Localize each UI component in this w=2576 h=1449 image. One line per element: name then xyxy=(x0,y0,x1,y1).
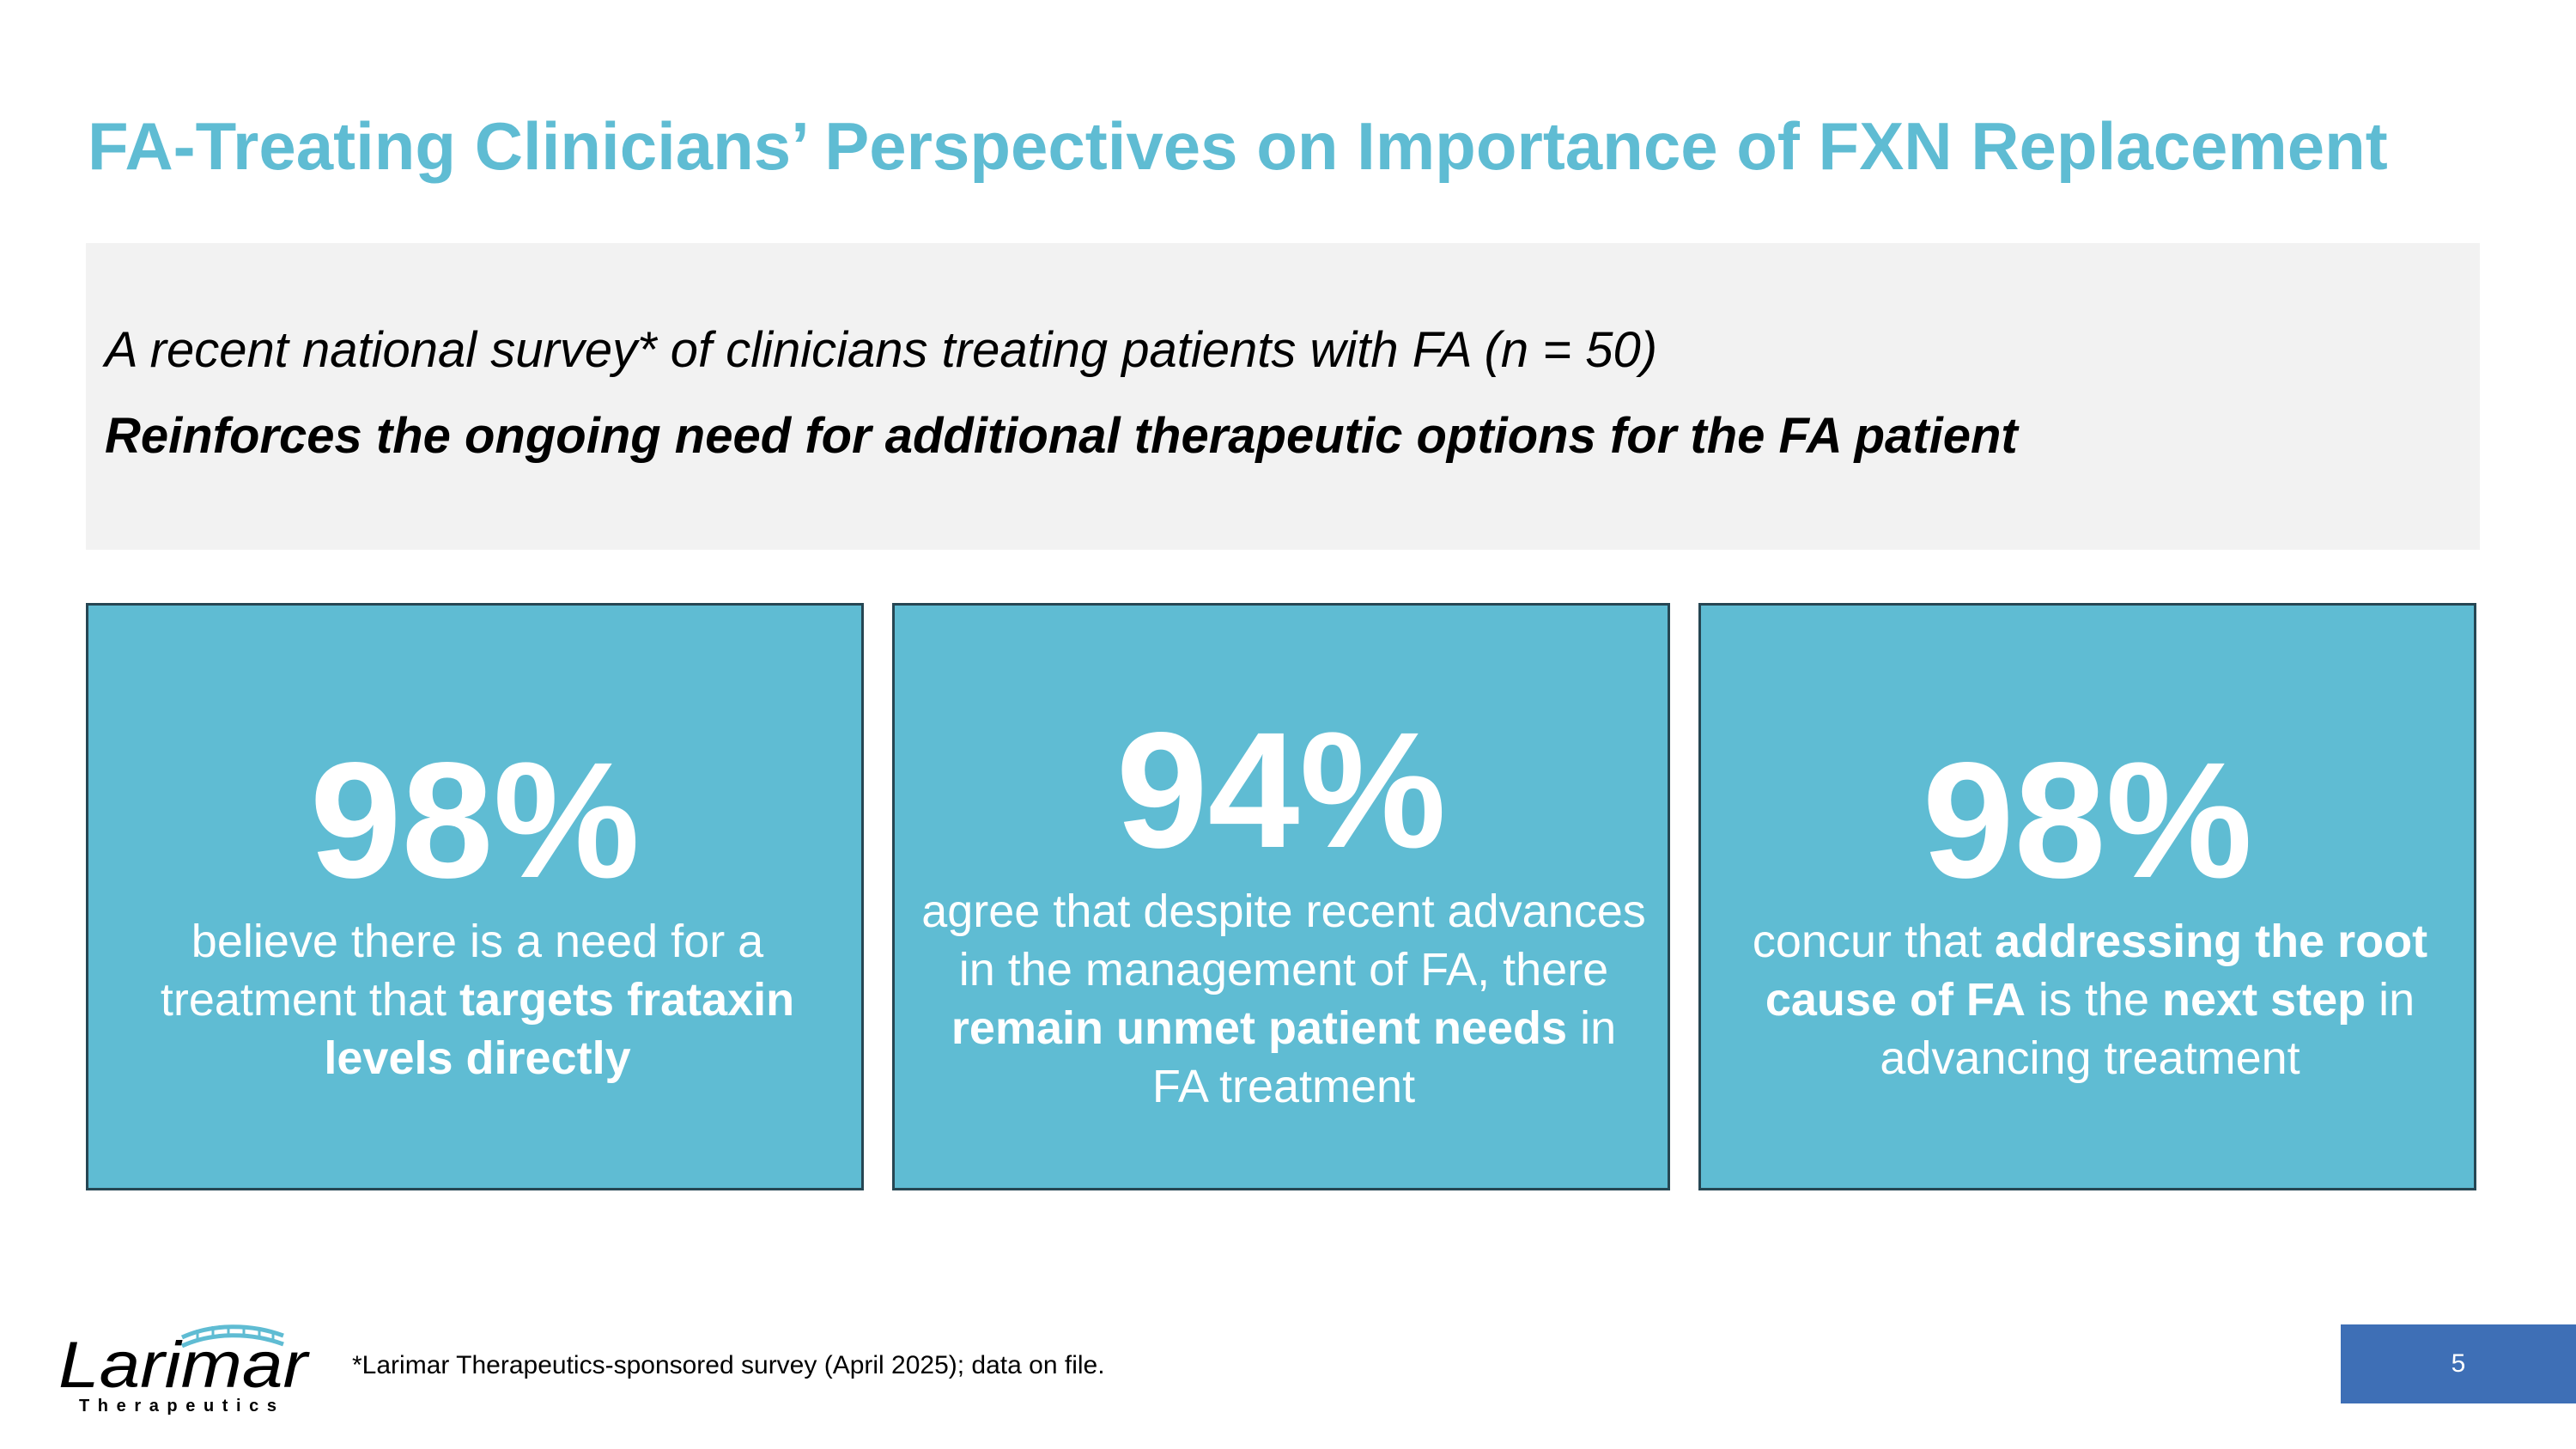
logo-wordmark: Larimar xyxy=(58,1329,310,1402)
desc-text: agree that despite recent advances in th… xyxy=(921,886,1646,995)
stat-card-unmet-needs: 94% agree that despite recent advances i… xyxy=(892,603,1670,1190)
stat-value: 98% xyxy=(309,728,641,912)
desc-text: in advancing treatment xyxy=(1880,974,2415,1084)
desc-emphasis: addressing the root cause of FA xyxy=(1765,916,2428,1026)
stat-description: concur that addressing the root cause of… xyxy=(1735,912,2445,1087)
desc-emphasis: targets frataxin levels directly xyxy=(324,974,795,1084)
larimar-logo: Larimar Therapeutics xyxy=(58,1324,310,1416)
stat-value: 94% xyxy=(1115,697,1447,882)
logo-helix-icon xyxy=(180,1324,284,1349)
stat-value: 98% xyxy=(1922,728,2253,912)
footnote: *Larimar Therapeutics-sponsored survey (… xyxy=(352,1351,1105,1379)
survey-conclusion: Reinforces the ongoing need for addition… xyxy=(105,408,2018,464)
desc-text: concur that xyxy=(1752,916,1996,967)
stat-description: believe there is a need for a treatment … xyxy=(123,912,832,1087)
desc-emphasis: next step xyxy=(2162,974,2366,1026)
stat-card-root-cause: 98% concur that addressing the root caus… xyxy=(1698,603,2476,1190)
desc-text: in FA treatment xyxy=(1151,1002,1617,1112)
stat-card-frataxin: 98% believe there is a need for a treatm… xyxy=(86,603,864,1190)
survey-description: A recent national survey* of clinicians … xyxy=(105,322,1658,378)
page-number: 5 xyxy=(2341,1324,2576,1403)
survey-banner: A recent national survey* of clinicians … xyxy=(86,243,2480,550)
desc-text: is the xyxy=(2025,974,2163,1026)
desc-text: believe there is a need for a treatment … xyxy=(160,916,764,1026)
slide-title: FA-Treating Clinicians’ Perspectives on … xyxy=(88,108,2388,184)
stat-description: agree that despite recent advances in th… xyxy=(920,882,1647,1116)
desc-emphasis: remain unmet patient needs xyxy=(951,1002,1568,1054)
